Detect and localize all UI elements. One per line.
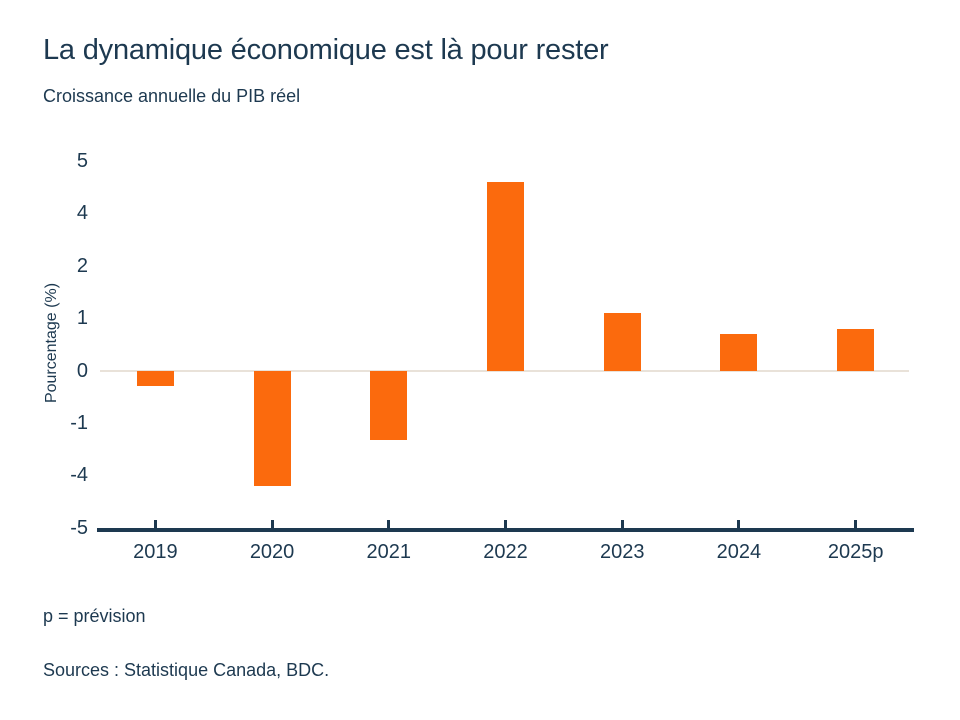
forecast-footnote: p = prévision xyxy=(43,606,146,626)
y-tick-label-0: 0 xyxy=(76,359,88,382)
bar-2024 xyxy=(720,333,758,371)
sources-note: Sources : Statistique Canada, BDC. xyxy=(43,660,330,680)
chart-subtitle: Croissance annuelle du PIB réel xyxy=(43,86,301,106)
x-tick-mark-2022 xyxy=(504,519,507,528)
y-tick-label-4: 4 xyxy=(76,202,88,225)
bar-2025p xyxy=(837,328,875,371)
y-tick-label--5: -5 xyxy=(70,516,88,539)
bar-2019 xyxy=(136,370,174,387)
bar-2023 xyxy=(603,312,641,371)
x-axis-line xyxy=(97,527,914,532)
x-tick-mark-2024 xyxy=(737,519,741,528)
x-tick-label-2021: 2021 xyxy=(366,540,412,563)
x-tick-mark-2021 xyxy=(387,519,391,528)
y-axis-title: Pourcentage (%) xyxy=(43,282,60,404)
zero-gridline xyxy=(100,369,909,372)
bar-2020 xyxy=(253,370,291,486)
x-tick-mark-2019 xyxy=(153,519,157,528)
x-tick-mark-2025p xyxy=(854,519,858,528)
y-tick-label-5: 5 xyxy=(76,150,88,172)
x-tick-label-2020: 2020 xyxy=(249,540,295,563)
x-tick-label-2024: 2024 xyxy=(716,540,762,563)
x-tick-label-2025p: 2025p xyxy=(827,540,884,563)
x-tick-label-2023: 2023 xyxy=(599,540,645,563)
bar-2022 xyxy=(487,181,524,371)
bar-2021 xyxy=(370,370,408,441)
x-tick-label-2019: 2019 xyxy=(133,540,178,563)
y-tick-label-2: 2 xyxy=(76,254,88,277)
x-tick-mark-2023 xyxy=(620,519,624,528)
x-tick-label-2022: 2022 xyxy=(483,540,528,563)
chart-title: La dynamique économique est là pour rest… xyxy=(43,34,609,66)
y-tick-label--1: -1 xyxy=(70,412,88,434)
y-tick-label-1: 1 xyxy=(76,307,88,330)
y-tick-label--4: -4 xyxy=(70,464,88,487)
x-tick-mark-2020 xyxy=(270,519,274,528)
